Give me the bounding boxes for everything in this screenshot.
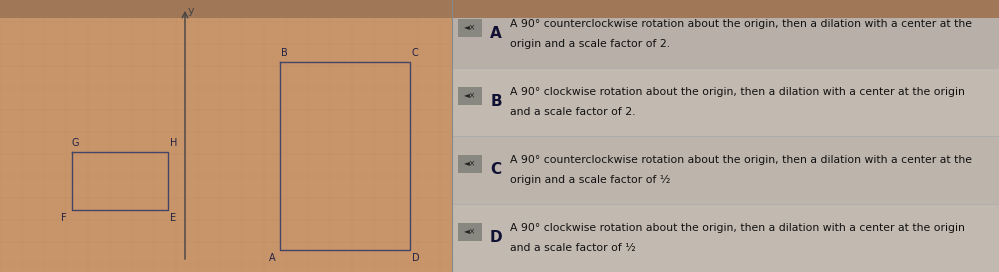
Text: and a scale factor of ¹⁄₂: and a scale factor of ¹⁄₂: [510, 243, 635, 254]
Bar: [452, 204, 999, 272]
Bar: [452, 136, 999, 204]
Text: B: B: [281, 48, 288, 58]
Text: A 90° counterclockwise rotation about the origin, then a dilation with a center : A 90° counterclockwise rotation about th…: [510, 19, 972, 29]
Text: A 90° clockwise rotation about the origin, then a dilation with a center at the : A 90° clockwise rotation about the origi…: [510, 223, 965, 233]
Text: H: H: [170, 138, 178, 148]
Text: A: A: [491, 26, 501, 42]
Text: ◄×: ◄×: [464, 92, 477, 101]
Bar: [452, 0, 999, 68]
Text: B: B: [491, 94, 501, 110]
Bar: [452, 68, 999, 136]
Text: and a scale factor of 2.: and a scale factor of 2.: [510, 107, 635, 118]
Text: A: A: [269, 253, 276, 263]
Bar: [458, 19, 482, 37]
Text: F: F: [61, 213, 67, 223]
Text: y: y: [188, 6, 195, 16]
Text: origin and a scale factor of ¹⁄₂: origin and a scale factor of ¹⁄₂: [510, 175, 670, 186]
Text: origin and a scale factor of 2.: origin and a scale factor of 2.: [510, 39, 670, 50]
Text: E: E: [170, 213, 176, 223]
Text: A 90° clockwise rotation about the origin, then a dilation with a center at the : A 90° clockwise rotation about the origi…: [510, 87, 965, 97]
Text: ◄×: ◄×: [464, 160, 477, 169]
Text: D: D: [412, 253, 420, 263]
Text: G: G: [71, 138, 79, 148]
Text: ◄×: ◄×: [464, 24, 477, 33]
Bar: [458, 223, 482, 241]
Text: D: D: [490, 230, 502, 246]
Text: C: C: [412, 48, 419, 58]
Text: C: C: [491, 162, 501, 178]
Text: ◄×: ◄×: [464, 228, 477, 237]
Bar: [458, 155, 482, 173]
Text: A 90° counterclockwise rotation about the origin, then a dilation with a center : A 90° counterclockwise rotation about th…: [510, 155, 972, 165]
Bar: [458, 87, 482, 105]
Bar: [0, 0, 999, 18]
